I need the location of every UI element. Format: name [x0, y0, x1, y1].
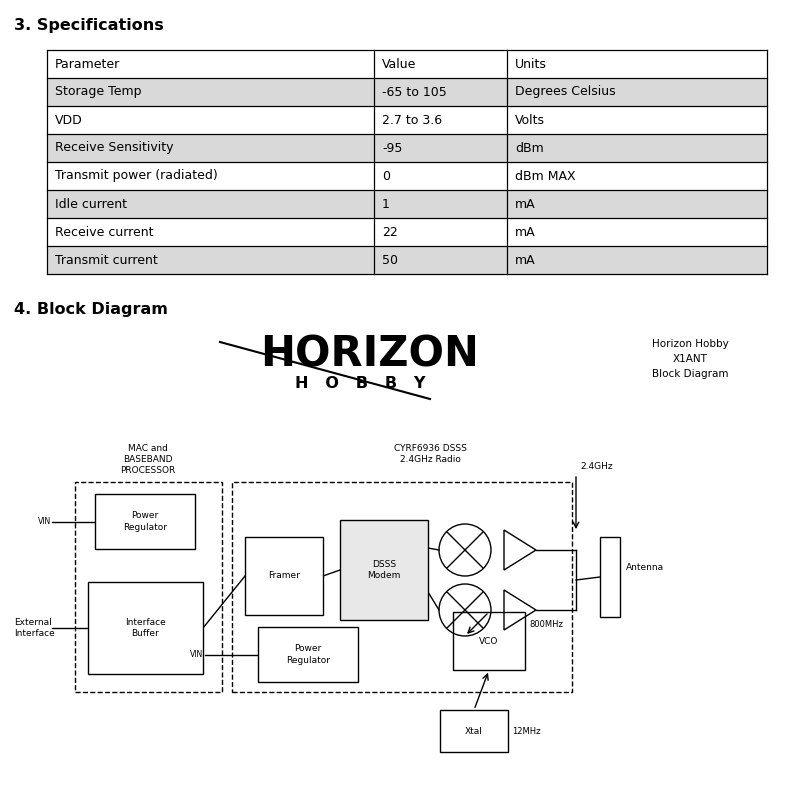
Text: Units: Units — [514, 58, 546, 70]
Text: 1: 1 — [382, 198, 390, 210]
Text: H   O   B   B   Y: H O B B Y — [294, 376, 425, 391]
Text: Transmit current: Transmit current — [55, 254, 157, 266]
Bar — [599, 537, 619, 617]
Text: MAC and
BASEBAND
PROCESSOR: MAC and BASEBAND PROCESSOR — [120, 444, 176, 475]
Text: mA: mA — [514, 226, 535, 238]
Bar — [47, 78, 766, 106]
Bar — [257, 627, 358, 682]
Text: Transmit power (radiated): Transmit power (radiated) — [55, 170, 217, 182]
Bar — [339, 520, 427, 620]
Bar — [88, 582, 203, 674]
Text: Value: Value — [382, 58, 416, 70]
Text: 2.4GHz: 2.4GHz — [579, 462, 612, 471]
Bar — [75, 482, 221, 692]
Text: Antenna: Antenna — [626, 562, 663, 571]
Bar — [439, 710, 508, 752]
Text: VIN: VIN — [190, 650, 203, 659]
Text: mA: mA — [514, 254, 535, 266]
Text: Interface
Buffer: Interface Buffer — [125, 618, 166, 638]
Text: Volts: Volts — [514, 114, 545, 126]
Bar — [47, 106, 766, 134]
Text: mA: mA — [514, 198, 535, 210]
Text: 3. Specifications: 3. Specifications — [14, 18, 164, 33]
Text: -95: -95 — [382, 142, 402, 154]
Text: Parameter: Parameter — [55, 58, 120, 70]
Bar — [245, 537, 322, 615]
Text: dBm MAX: dBm MAX — [514, 170, 575, 182]
Text: VIN: VIN — [38, 517, 51, 526]
Text: 12MHz: 12MHz — [512, 726, 540, 735]
Text: Power
Regulator: Power Regulator — [123, 511, 167, 531]
Text: Degrees Celsius: Degrees Celsius — [514, 86, 615, 98]
Text: External
Interface: External Interface — [14, 618, 55, 638]
Text: Receive Sensitivity: Receive Sensitivity — [55, 142, 173, 154]
Bar — [452, 612, 525, 670]
Text: dBm: dBm — [514, 142, 543, 154]
Text: 2.7 to 3.6: 2.7 to 3.6 — [382, 114, 442, 126]
Text: Receive current: Receive current — [55, 226, 153, 238]
Text: VDD: VDD — [55, 114, 83, 126]
Bar — [47, 50, 766, 78]
Text: Horizon Hobby
X1ANT
Block Diagram: Horizon Hobby X1ANT Block Diagram — [650, 339, 727, 378]
Bar — [47, 218, 766, 246]
Text: Xtal: Xtal — [464, 726, 482, 735]
Text: Idle current: Idle current — [55, 198, 127, 210]
Text: 0: 0 — [382, 170, 390, 182]
Text: Storage Temp: Storage Temp — [55, 86, 141, 98]
Text: -65 to 105: -65 to 105 — [382, 86, 446, 98]
Text: HORIZON: HORIZON — [260, 334, 479, 376]
Text: 4. Block Diagram: 4. Block Diagram — [14, 302, 168, 317]
Bar — [47, 162, 766, 190]
Text: Power
Regulator: Power Regulator — [286, 645, 330, 665]
Bar — [47, 246, 766, 274]
Text: VCO: VCO — [479, 637, 498, 646]
Text: CYRF6936 DSSS
2.4GHz Radio: CYRF6936 DSSS 2.4GHz Radio — [393, 444, 466, 464]
Bar — [232, 482, 571, 692]
Text: 50: 50 — [382, 254, 398, 266]
Text: Framer: Framer — [268, 571, 300, 581]
Bar — [95, 494, 195, 549]
Bar — [47, 134, 766, 162]
Text: 800MHz: 800MHz — [529, 620, 562, 629]
Bar — [47, 190, 766, 218]
Text: 22: 22 — [382, 226, 397, 238]
Text: DSSS
Modem: DSSS Modem — [367, 560, 400, 580]
